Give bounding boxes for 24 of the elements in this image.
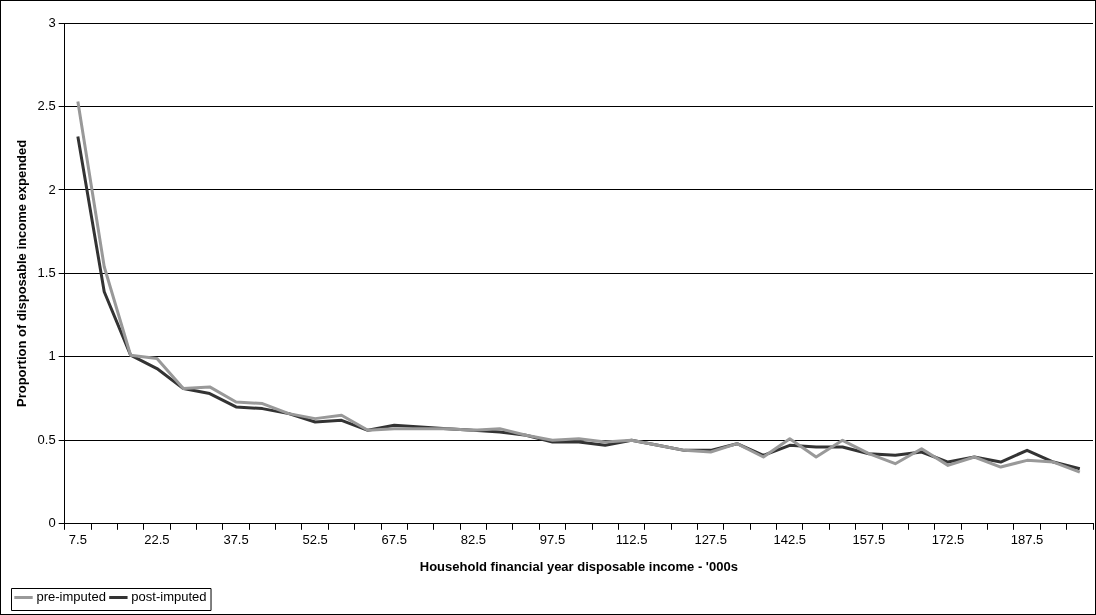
x-tick-label: 97.5	[539, 532, 566, 548]
x-tick-label: 7.5	[68, 532, 87, 548]
x-tick-label: 187.5	[1010, 532, 1044, 548]
x-tick-label: 37.5	[223, 532, 249, 548]
y-tick-label: 2.5	[37, 98, 56, 114]
x-tick-label: 142.5	[773, 532, 807, 548]
x-tick-label: 172.5	[931, 532, 965, 548]
x-tick-label: 82.5	[460, 532, 487, 548]
legend-label: pre-imputed	[36, 589, 106, 605]
legend-label: post-imputed	[131, 589, 207, 605]
x-tick-label: 157.5	[852, 532, 886, 548]
x-tick-label: 52.5	[302, 532, 328, 548]
x-tick-label: 127.5	[694, 532, 727, 548]
y-tick-label: 0.5	[37, 431, 56, 447]
y-tick-label: 0	[48, 515, 56, 531]
y-tick-label: 1	[48, 348, 56, 364]
x-tick-label: 22.5	[144, 532, 170, 548]
y-tick-label: 1.5	[37, 264, 56, 280]
x-tick-label: 67.5	[381, 532, 407, 548]
y-axis-title: Proportion of disposable income expended	[14, 139, 30, 408]
x-axis-title: Household financial year disposable income - '000s	[419, 558, 738, 574]
y-tick-label: 2	[48, 181, 56, 197]
x-tick-label: 112.5	[615, 532, 648, 548]
y-tick-label: 3	[48, 14, 56, 30]
